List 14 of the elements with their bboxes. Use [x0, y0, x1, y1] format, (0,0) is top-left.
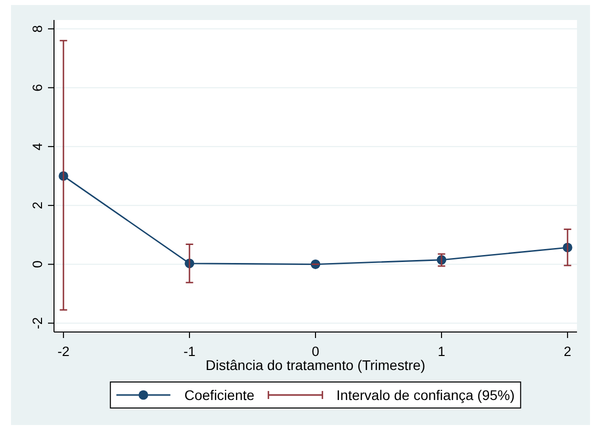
y-tick-label: 2 [30, 202, 45, 210]
x-tick-label: -1 [183, 344, 196, 359]
y-tick-label: 8 [30, 25, 45, 33]
x-axis-title: Distância do tratamento (Trimestre) [206, 357, 426, 373]
legend-label: Coeficiente [184, 387, 255, 403]
y-tick-label: -2 [30, 317, 45, 330]
x-tick-label: 2 [564, 344, 572, 359]
x-tick-label: 0 [312, 344, 320, 359]
x-tick-label: -2 [57, 344, 70, 359]
y-tick-label: 0 [30, 260, 45, 268]
y-tick-label: 6 [30, 84, 45, 92]
text: Intervalo de confiança (95%) [336, 387, 515, 403]
y-tick-label: 4 [30, 142, 45, 150]
x-tick-label: 1 [438, 344, 446, 359]
